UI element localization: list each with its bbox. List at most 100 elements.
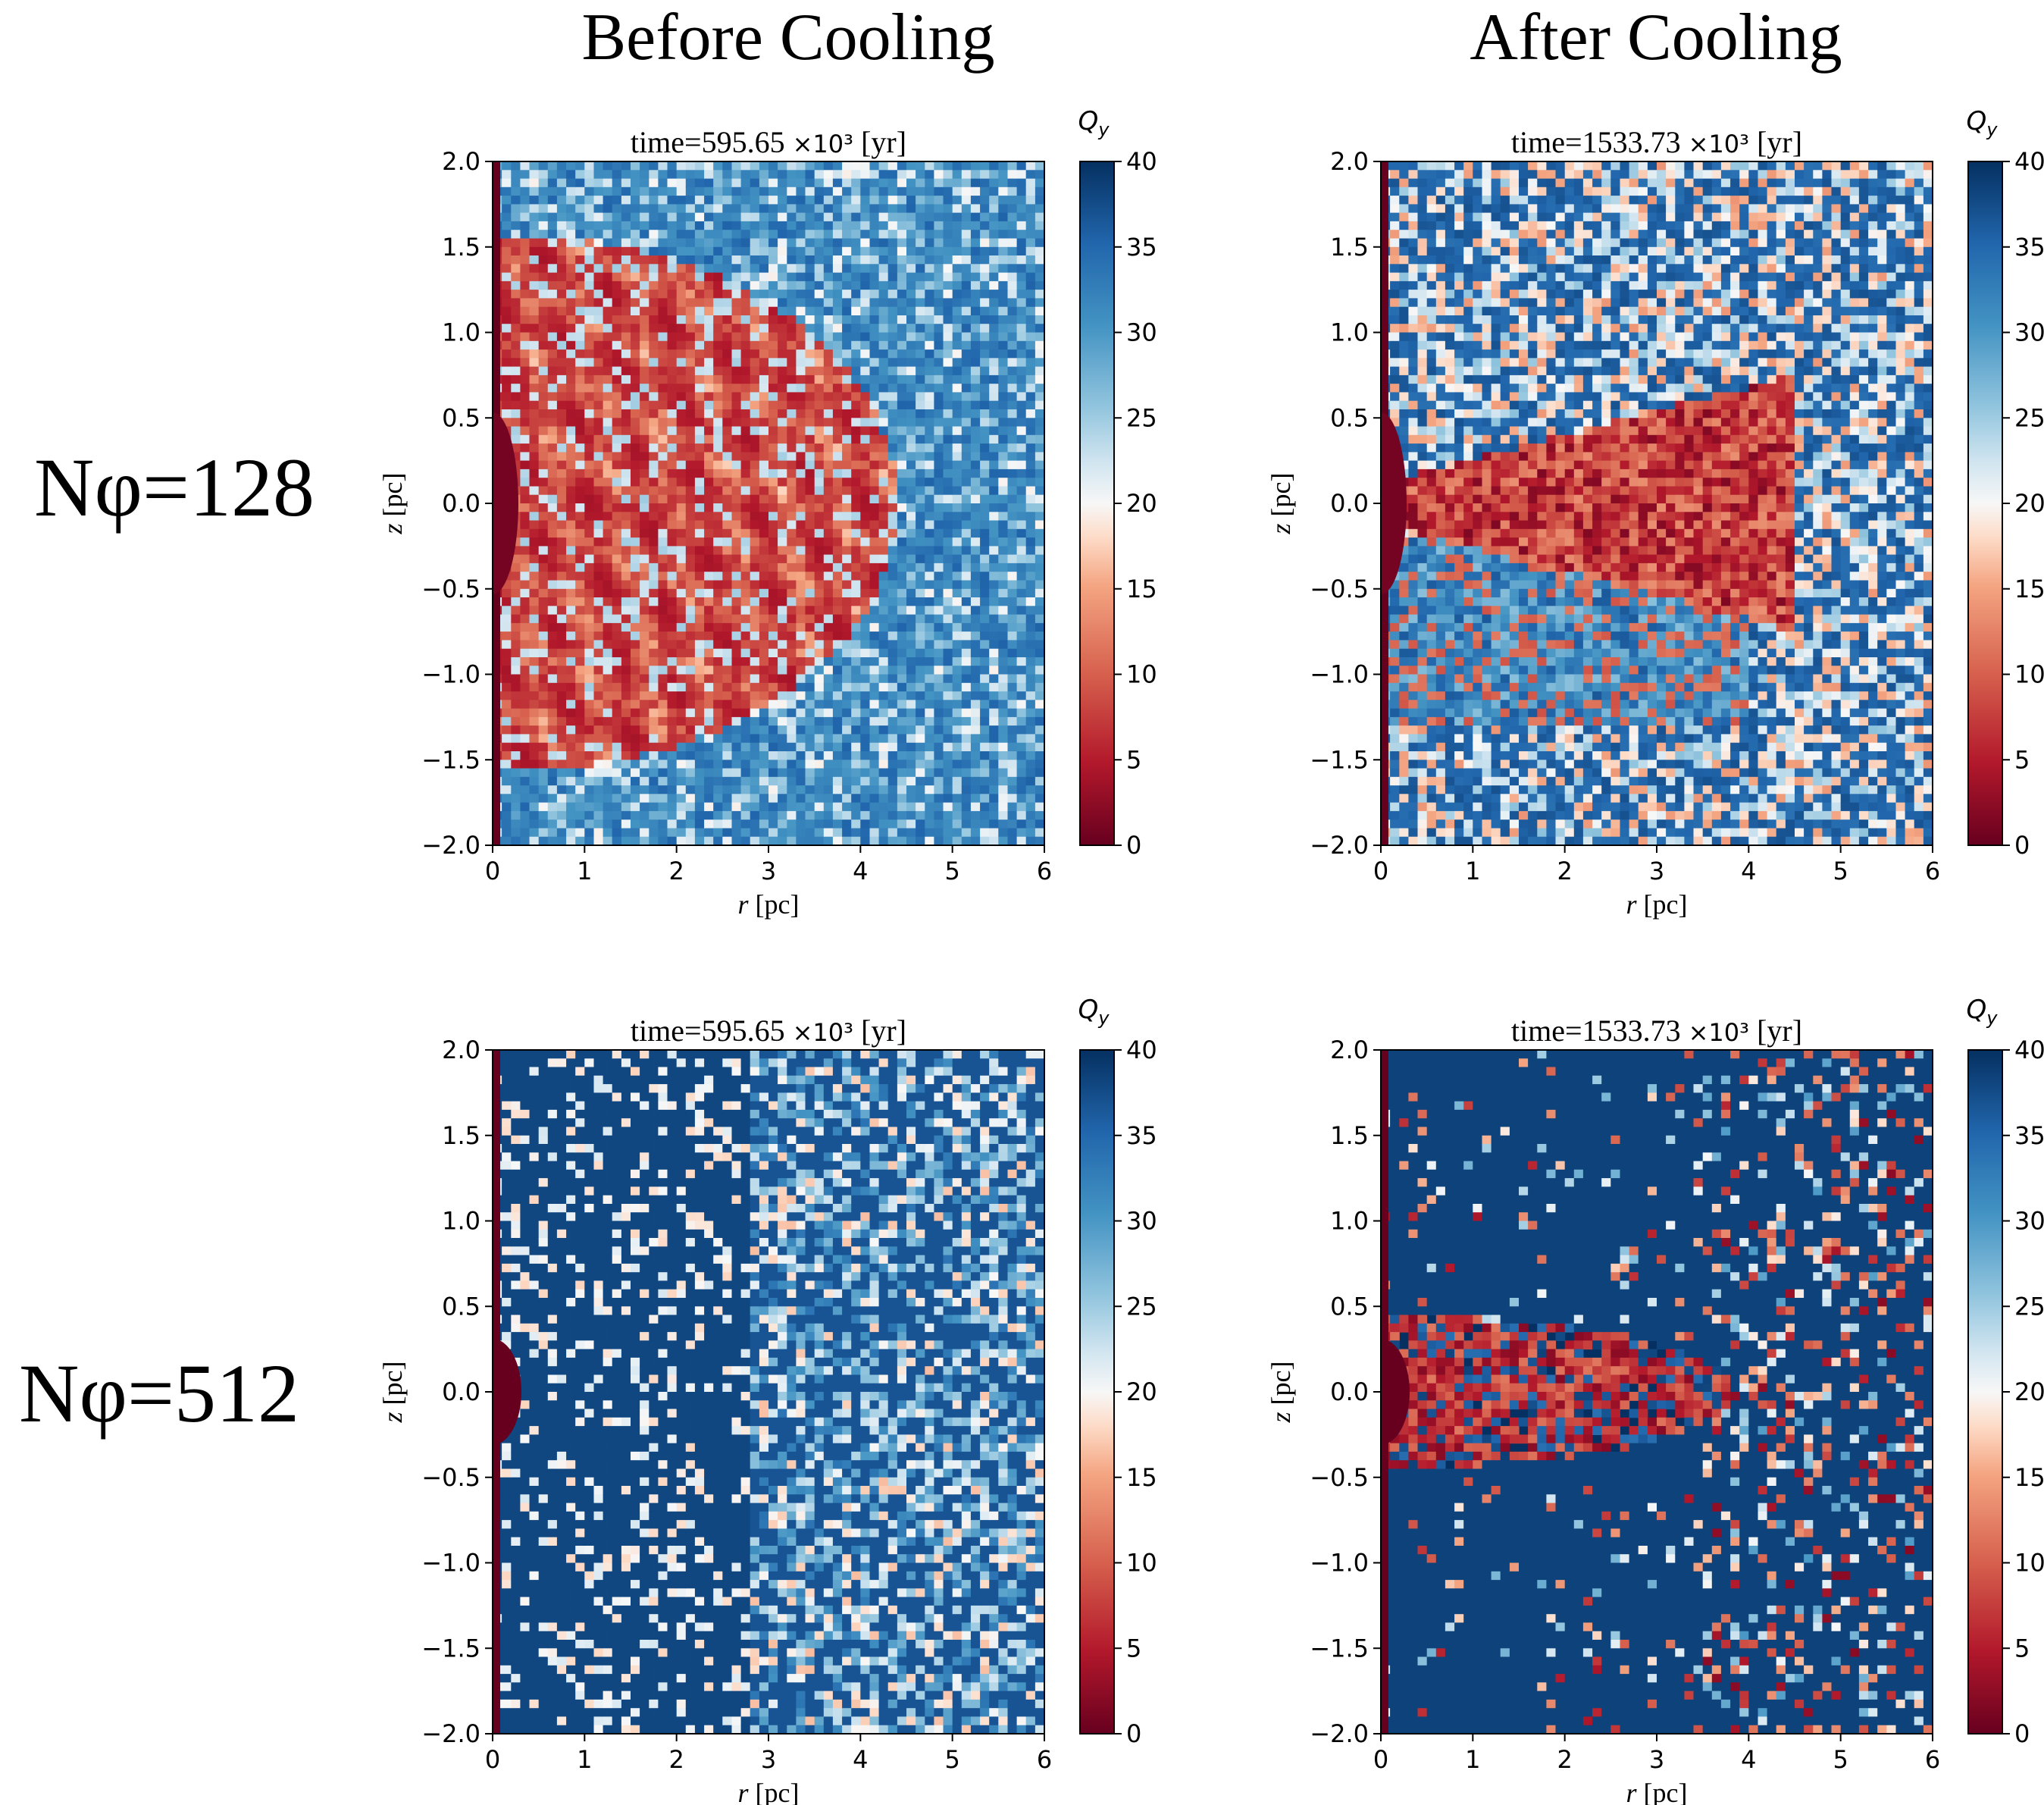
colorbar-tick-label: 35 xyxy=(2014,233,2044,262)
y-tick-label: 1.5 xyxy=(1330,1121,1369,1150)
colorbar-tick-label: 20 xyxy=(2014,1377,2044,1406)
y-tick-label: −1.5 xyxy=(1310,745,1369,774)
colorbar-tick-label: 15 xyxy=(2014,575,2044,603)
colorbar-tick-label: 30 xyxy=(2014,318,2044,347)
colorbar-tick-label: 30 xyxy=(2014,1207,2044,1236)
x-tick-label: 5 xyxy=(944,1745,959,1774)
inner-core xyxy=(493,1339,521,1445)
heatmap-panel: 0 1 2 3 4 5 6 −2.0 −1.5 −1.0 −0.5 0.0 0.5 1.0 1.5 2.0 r … xyxy=(1266,106,2044,920)
x-axis-label: r [pc] xyxy=(738,889,800,920)
x-tick-label: 2 xyxy=(668,857,684,885)
x-tick-label: 1 xyxy=(577,857,592,885)
x-tick-label: 2 xyxy=(1557,1745,1572,1774)
x-tick-label: 2 xyxy=(668,1745,684,1774)
colorbar-tick-label: 40 xyxy=(1126,1036,1157,1064)
x-tick-label: 5 xyxy=(1833,857,1848,885)
x-tick-label: 4 xyxy=(1741,1745,1756,1774)
x-tick-label: 3 xyxy=(761,1745,776,1774)
colorbar-tick-label: 40 xyxy=(2014,147,2044,176)
colorbar-tick-label: 35 xyxy=(2014,1121,2044,1150)
colorbar-tick-label: 10 xyxy=(1126,660,1157,689)
y-axis-label: z [pc] xyxy=(377,473,408,535)
y-tick-label: −0.5 xyxy=(1310,575,1369,603)
y-tick-label: −2.0 xyxy=(421,1719,480,1748)
y-tick-label: 1.5 xyxy=(442,233,480,262)
y-tick-label: −2.0 xyxy=(1310,831,1369,860)
y-tick-label: 0.5 xyxy=(1330,403,1369,432)
heatmap-field xyxy=(493,161,1044,845)
heatmap-panel: 0 1 2 3 4 5 6 −2.0 −1.5 −1.0 −0.5 0.0 0.5 1.0 1.5 2.0 r … xyxy=(1266,995,2044,1805)
colorbar-tick-label: 15 xyxy=(1126,1463,1157,1492)
colorbar-label: Qy xyxy=(1078,106,1110,140)
panel-title: time=595.65 ×10³ [yr] xyxy=(631,125,906,159)
x-tick-label: 1 xyxy=(577,1745,592,1774)
x-tick-label: 6 xyxy=(1037,1745,1052,1774)
panel-title: time=595.65 ×10³ [yr] xyxy=(631,1014,906,1048)
x-tick-label: 3 xyxy=(761,857,776,885)
colorbar-tick-label: 25 xyxy=(2014,403,2044,432)
colorbar-tick-label: 10 xyxy=(2014,1549,2044,1578)
y-tick-label: −1.5 xyxy=(421,1634,480,1662)
x-axis-label: r [pc] xyxy=(1626,1778,1688,1805)
colorbar-tick-label: 30 xyxy=(1126,318,1157,347)
panel-title: time=1533.73 ×10³ [yr] xyxy=(1511,125,1802,159)
colorbar-tick-label: 15 xyxy=(1126,575,1157,603)
y-tick-label: 1.5 xyxy=(1330,233,1369,262)
colorbar-label: Qy xyxy=(1967,995,1999,1029)
y-tick-label: −1.0 xyxy=(421,1549,480,1578)
colorbar-tick-label: 35 xyxy=(1126,233,1157,262)
colorbar-tick-label: 20 xyxy=(1126,1377,1157,1406)
y-tick-label: 1.0 xyxy=(442,1207,480,1236)
colorbar-tick-label: 20 xyxy=(1126,489,1157,518)
colorbar-tick-label: 20 xyxy=(2014,489,2044,518)
x-tick-label: 4 xyxy=(853,857,868,885)
y-tick-label: 0.0 xyxy=(442,489,480,518)
x-axis-label: r [pc] xyxy=(1626,889,1688,920)
x-tick-label: 0 xyxy=(1373,1745,1388,1774)
x-tick-label: 4 xyxy=(853,1745,868,1774)
y-tick-label: 1.5 xyxy=(442,1121,480,1150)
colorbar-tick-label: 30 xyxy=(1126,1207,1157,1236)
colorbar-tick-label: 5 xyxy=(1126,1634,1141,1662)
inner-core xyxy=(1381,1339,1410,1445)
colorbar-label: Qy xyxy=(1078,995,1110,1029)
y-tick-label: 0.5 xyxy=(1330,1292,1369,1321)
y-tick-label: 2.0 xyxy=(442,1036,480,1064)
x-tick-label: 6 xyxy=(1925,857,1940,885)
x-tick-label: 0 xyxy=(485,857,500,885)
colorbar-tick-label: 25 xyxy=(2014,1292,2044,1321)
y-axis-label: z [pc] xyxy=(377,1362,408,1424)
x-tick-label: 1 xyxy=(1465,1745,1480,1774)
y-tick-label: 0.5 xyxy=(442,1292,480,1321)
colorbar-tick-label: 35 xyxy=(1126,1121,1157,1150)
panel-title: time=1533.73 ×10³ [yr] xyxy=(1511,1014,1802,1048)
colorbar-tick-label: 5 xyxy=(2014,1634,2030,1662)
y-axis-label: z [pc] xyxy=(1266,473,1296,535)
column-title-after: After Cooling xyxy=(1470,1,1842,74)
colorbar-tick-label: 0 xyxy=(2014,1719,2030,1748)
x-tick-label: 0 xyxy=(1373,857,1388,885)
colorbar-tick-label: 25 xyxy=(1126,1292,1157,1321)
inner-core xyxy=(493,412,518,594)
colorbar-tick-label: 0 xyxy=(2014,831,2030,860)
x-axis-label: r [pc] xyxy=(738,1778,800,1805)
y-tick-label: −0.5 xyxy=(1310,1463,1369,1492)
y-tick-label: −0.5 xyxy=(421,575,480,603)
y-tick-label: −1.0 xyxy=(1310,1549,1369,1578)
y-tick-label: −1.0 xyxy=(1310,660,1369,689)
y-tick-label: 0.0 xyxy=(442,1377,480,1406)
x-tick-label: 6 xyxy=(1925,1745,1940,1774)
row-label-128: Nφ=128 xyxy=(34,441,315,534)
y-tick-label: 2.0 xyxy=(1330,1036,1369,1064)
x-tick-label: 4 xyxy=(1741,857,1756,885)
x-tick-label: 3 xyxy=(1649,1745,1664,1774)
y-tick-label: −1.5 xyxy=(421,745,480,774)
colorbar xyxy=(1967,1049,2003,1734)
y-tick-label: 1.0 xyxy=(1330,1207,1369,1236)
y-tick-label: 2.0 xyxy=(1330,147,1369,176)
y-tick-label: −1.0 xyxy=(421,660,480,689)
heatmap-panel: 0 1 2 3 4 5 6 −2.0 −1.5 −1.0 −0.5 0.0 0.5 1.0 1.5 2.0 r … xyxy=(377,106,1157,920)
y-tick-label: −2.0 xyxy=(421,831,480,860)
colorbar-tick-label: 10 xyxy=(1126,1549,1157,1578)
